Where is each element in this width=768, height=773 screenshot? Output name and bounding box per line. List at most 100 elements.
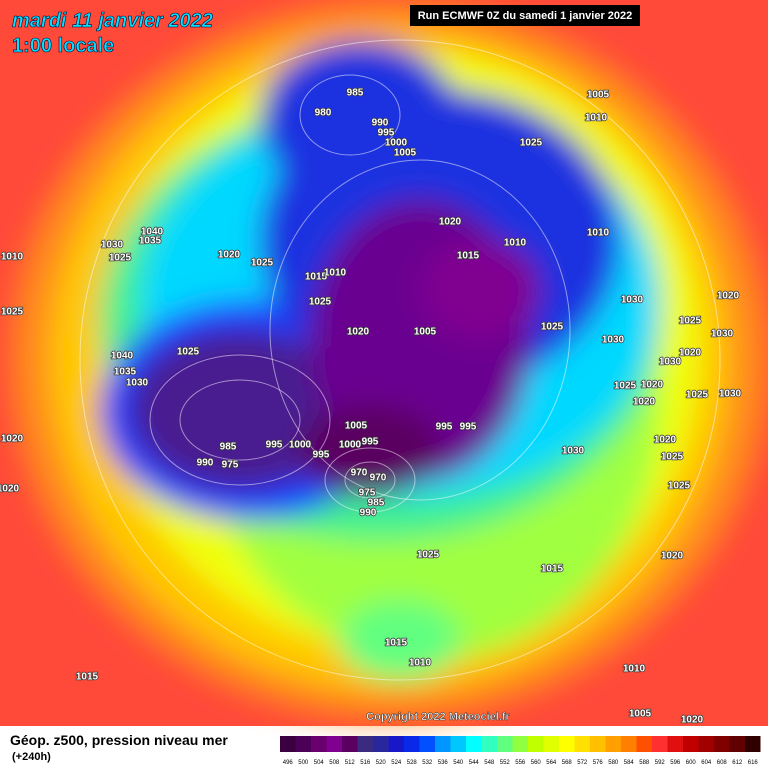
legend-label: 576 — [593, 760, 604, 766]
pressure-label: 1010 — [587, 228, 610, 239]
pressure-label: 1030 — [602, 335, 625, 346]
pressure-label: 1020 — [1, 434, 24, 445]
legend-swatch — [652, 736, 668, 752]
time-label: 1:00 locale — [12, 35, 114, 57]
pressure-label: 1020 — [661, 551, 684, 562]
legend-swatch — [683, 736, 699, 752]
pressure-label: 1025 — [109, 253, 132, 264]
legend-label: 556 — [515, 760, 526, 766]
legend-swatch — [528, 736, 544, 752]
pressure-label: 1020 — [654, 435, 677, 446]
legend-label: 540 — [453, 760, 464, 766]
legend-label: 572 — [577, 760, 588, 766]
legend-swatch — [466, 736, 482, 752]
legend-label: 596 — [670, 760, 681, 766]
legend-swatch — [698, 736, 714, 752]
legend-label: 612 — [732, 760, 743, 766]
pressure-label: 1025 — [520, 138, 543, 149]
pressure-label: 970 — [370, 473, 387, 484]
pressure-label: 1020 — [679, 348, 702, 359]
pressure-label: 970 — [351, 468, 368, 479]
pressure-label: 995 — [460, 422, 477, 433]
isobars — [79, 39, 721, 681]
legend-label: 496 — [283, 760, 294, 766]
pressure-label: 1015 — [76, 672, 99, 683]
pressure-label: 1025 — [1, 307, 24, 318]
pressure-label: 1020 — [717, 291, 740, 302]
legend-swatch — [636, 736, 652, 752]
legend-label: 508 — [329, 760, 340, 766]
legend-swatch — [621, 736, 637, 752]
pressure-label: 1020 — [641, 380, 664, 391]
pressure-label: 1020 — [633, 397, 656, 408]
legend-swatch — [295, 736, 311, 752]
pressure-label: 1025 — [177, 347, 200, 358]
legend-swatch — [497, 736, 513, 752]
legend-swatch — [435, 736, 451, 752]
pressure-label: 1035 — [114, 367, 137, 378]
legend-label: 592 — [655, 760, 666, 766]
pressure-label: 1010 — [585, 113, 608, 124]
pressure-label: 1040 — [141, 227, 164, 238]
legend-swatch — [590, 736, 606, 752]
legend-swatch — [311, 736, 327, 752]
legend-swatch — [574, 736, 590, 752]
footer-title: Géop. z500, pression niveau mer — [10, 732, 228, 748]
pressure-label: 1020 — [218, 250, 241, 261]
legend-swatch — [357, 736, 373, 752]
pressure-label: 1005 — [587, 90, 610, 101]
pressure-label: 1035 — [139, 236, 162, 247]
legend-swatch — [373, 736, 389, 752]
pressure-label: 1020 — [347, 327, 370, 338]
legend-swatch — [605, 736, 621, 752]
pressure-label: 990 — [360, 508, 377, 519]
legend-swatch — [745, 736, 761, 752]
legend-label: 528 — [407, 760, 418, 766]
run-label: Run ECMWF 0Z du samedi 1 janvier 2022 — [418, 10, 633, 22]
pressure-label: 1015 — [457, 251, 480, 262]
legend-label: 564 — [546, 760, 557, 766]
legend-swatch — [481, 736, 497, 752]
pressure-label: 975 — [222, 460, 239, 471]
legend-swatch — [419, 736, 435, 752]
legend-label: 608 — [717, 760, 728, 766]
pressure-label: 1030 — [659, 357, 682, 368]
legend-label: 600 — [686, 760, 697, 766]
pressure-label: 985 — [220, 442, 237, 453]
legend-swatch — [388, 736, 404, 752]
copyright: Copyright 2022 Meteociel.fr — [366, 711, 510, 723]
legend-swatch — [543, 736, 559, 752]
footer-lead: (+240h) — [12, 751, 51, 763]
legend-label: 536 — [438, 760, 449, 766]
pressure-label: 1025 — [668, 481, 691, 492]
pressure-label: 1030 — [126, 378, 149, 389]
pressure-label: 1010 — [324, 268, 347, 279]
pressure-label: 990 — [372, 118, 389, 129]
run-box — [410, 5, 640, 26]
pressure-label: 995 — [313, 450, 330, 461]
pressure-label: 1025 — [679, 316, 702, 327]
pressure-label: 985 — [347, 88, 364, 99]
pressure-label: 1030 — [719, 389, 742, 400]
pressure-label: 1025 — [251, 258, 274, 269]
legend-label: 560 — [531, 760, 542, 766]
legend-label: 516 — [360, 760, 371, 766]
legend-label: 580 — [608, 760, 619, 766]
pressure-label: 1020 — [439, 217, 462, 228]
date-label: mardi 11 janvier 2022 — [12, 10, 213, 32]
legend-label: 520 — [376, 760, 387, 766]
pressure-label: 1010 — [1, 252, 24, 263]
pressure-label: 1030 — [101, 240, 124, 251]
pressure-label: 995 — [378, 128, 395, 139]
pressure-label: 1025 — [309, 297, 332, 308]
pressure-label: 995 — [266, 440, 283, 451]
legend-label: 568 — [562, 760, 573, 766]
legend-label: 616 — [748, 760, 759, 766]
pressure-label: 1005 — [345, 421, 368, 432]
legend-label: 500 — [298, 760, 309, 766]
legend-label: 512 — [345, 760, 356, 766]
pressure-label: 1015 — [541, 564, 564, 575]
pressure-label: 1000 — [339, 440, 362, 451]
